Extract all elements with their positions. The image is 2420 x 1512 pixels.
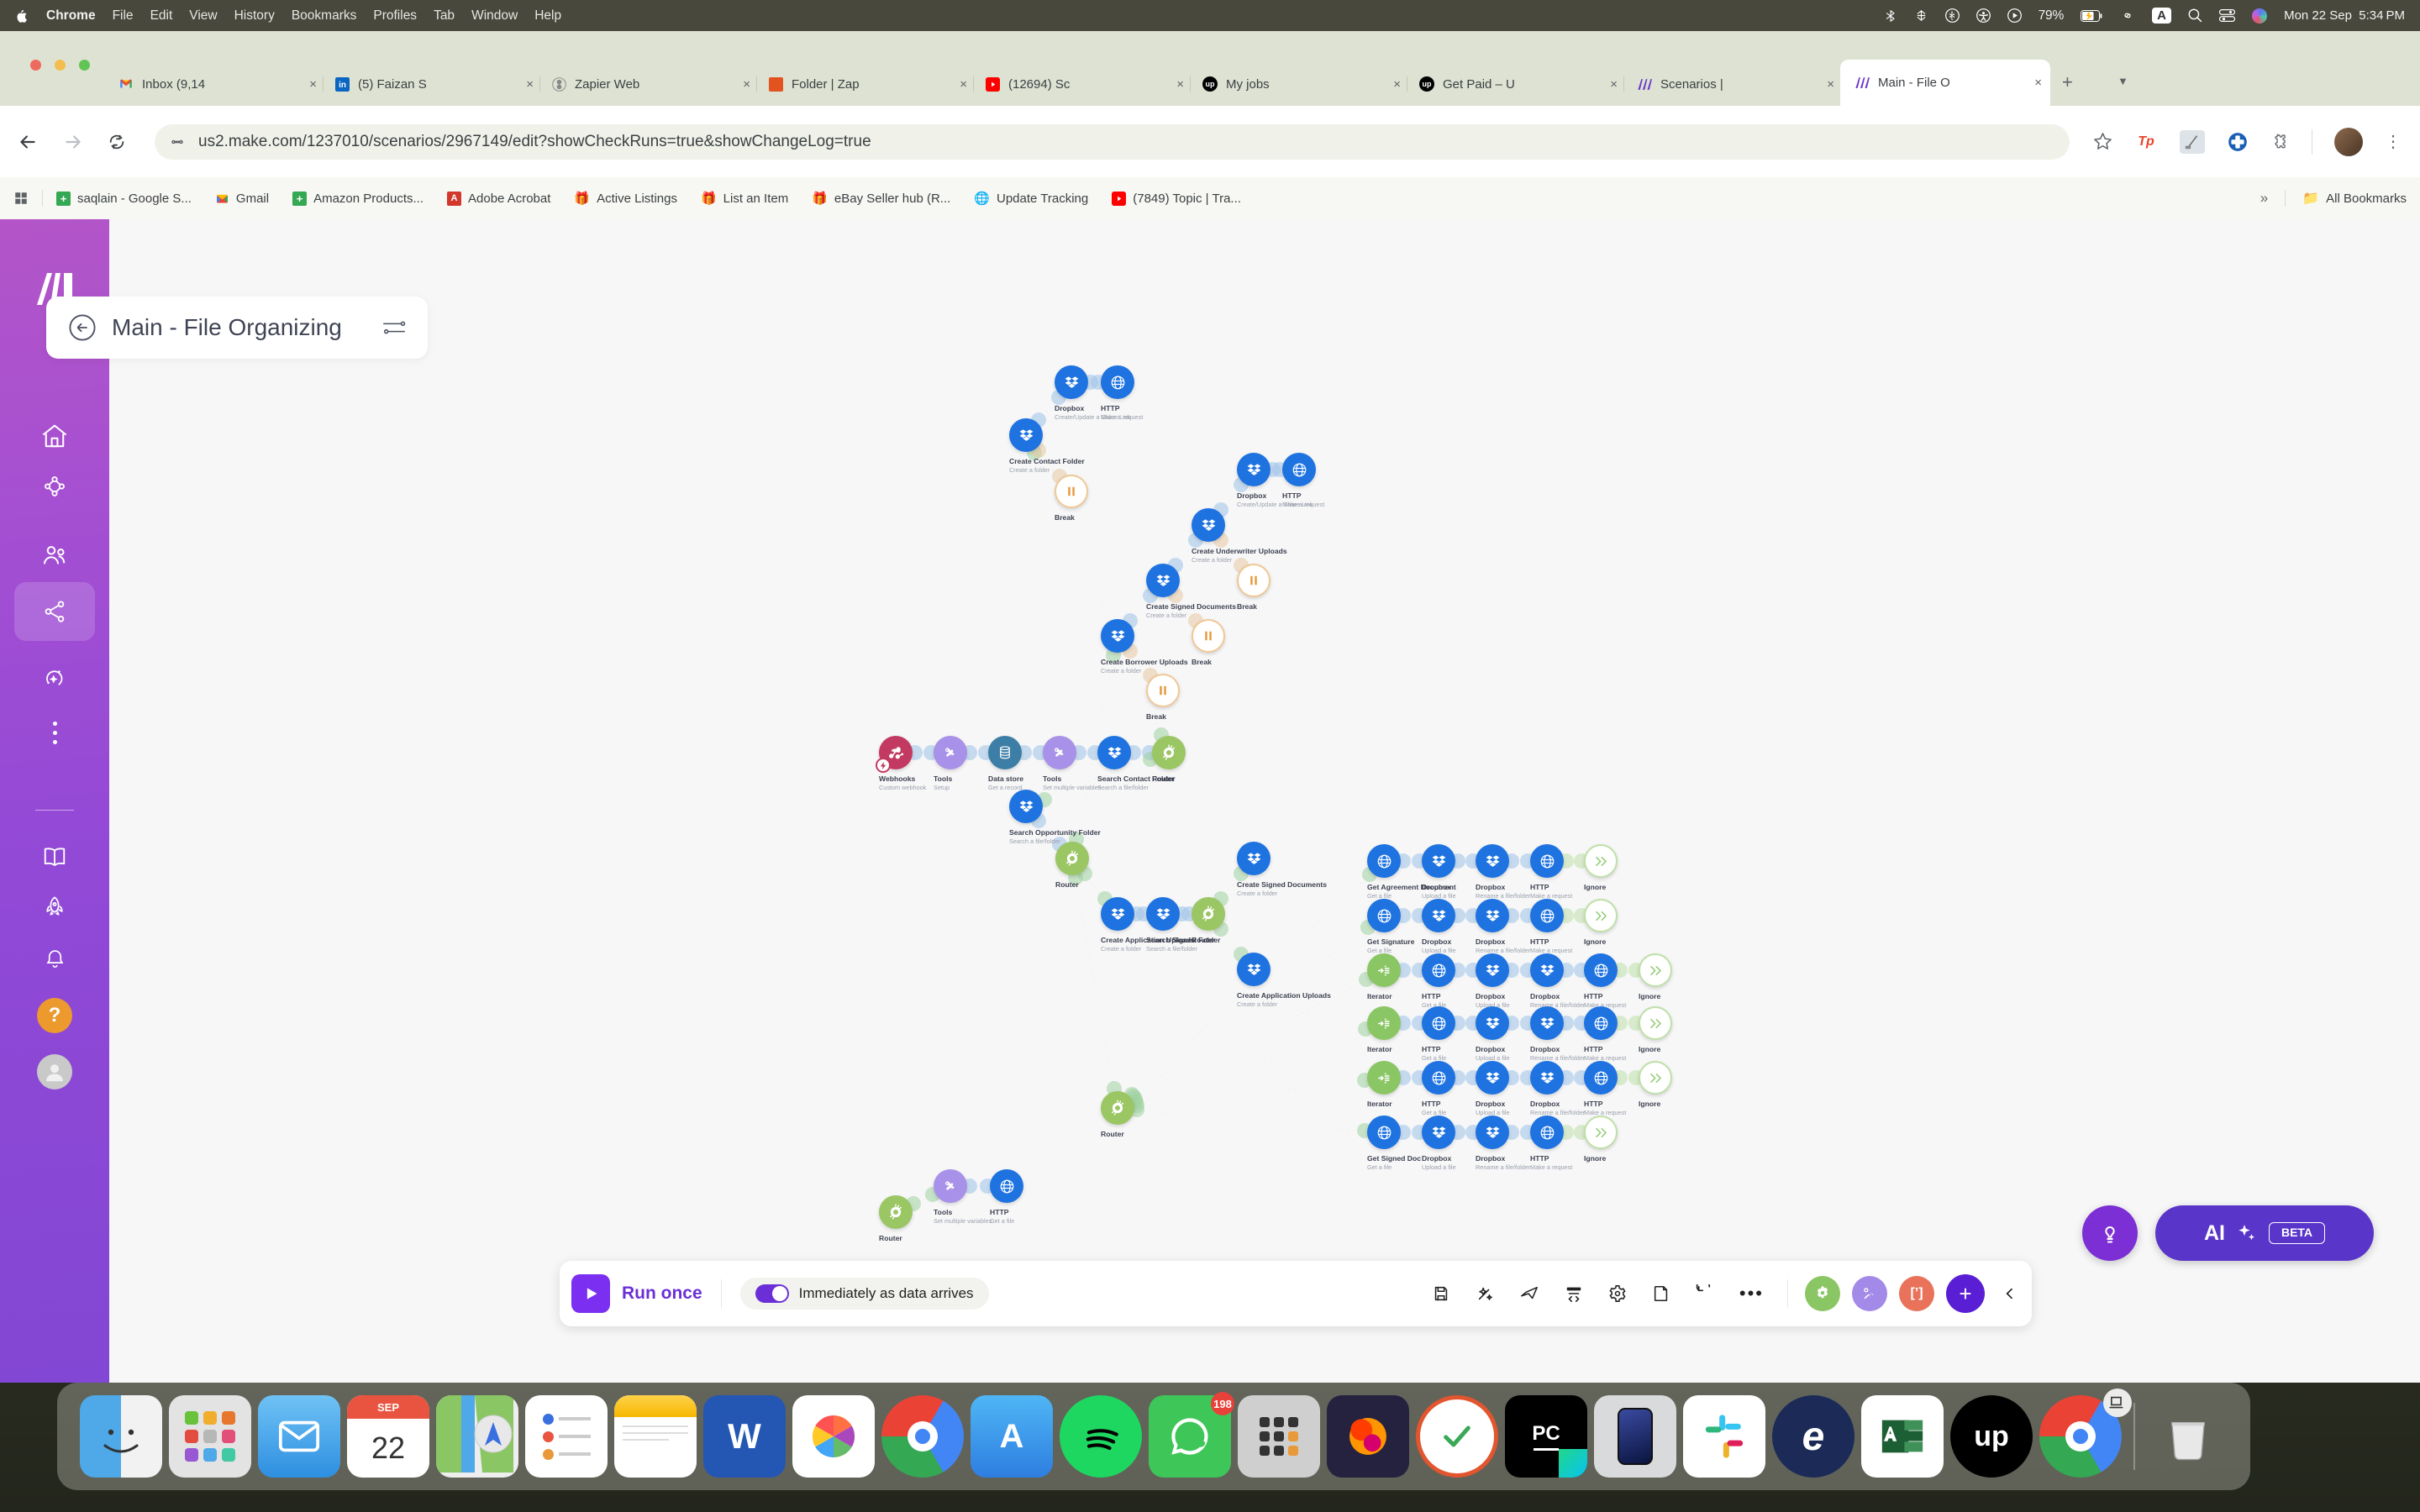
svg-text:in: in xyxy=(339,81,346,90)
